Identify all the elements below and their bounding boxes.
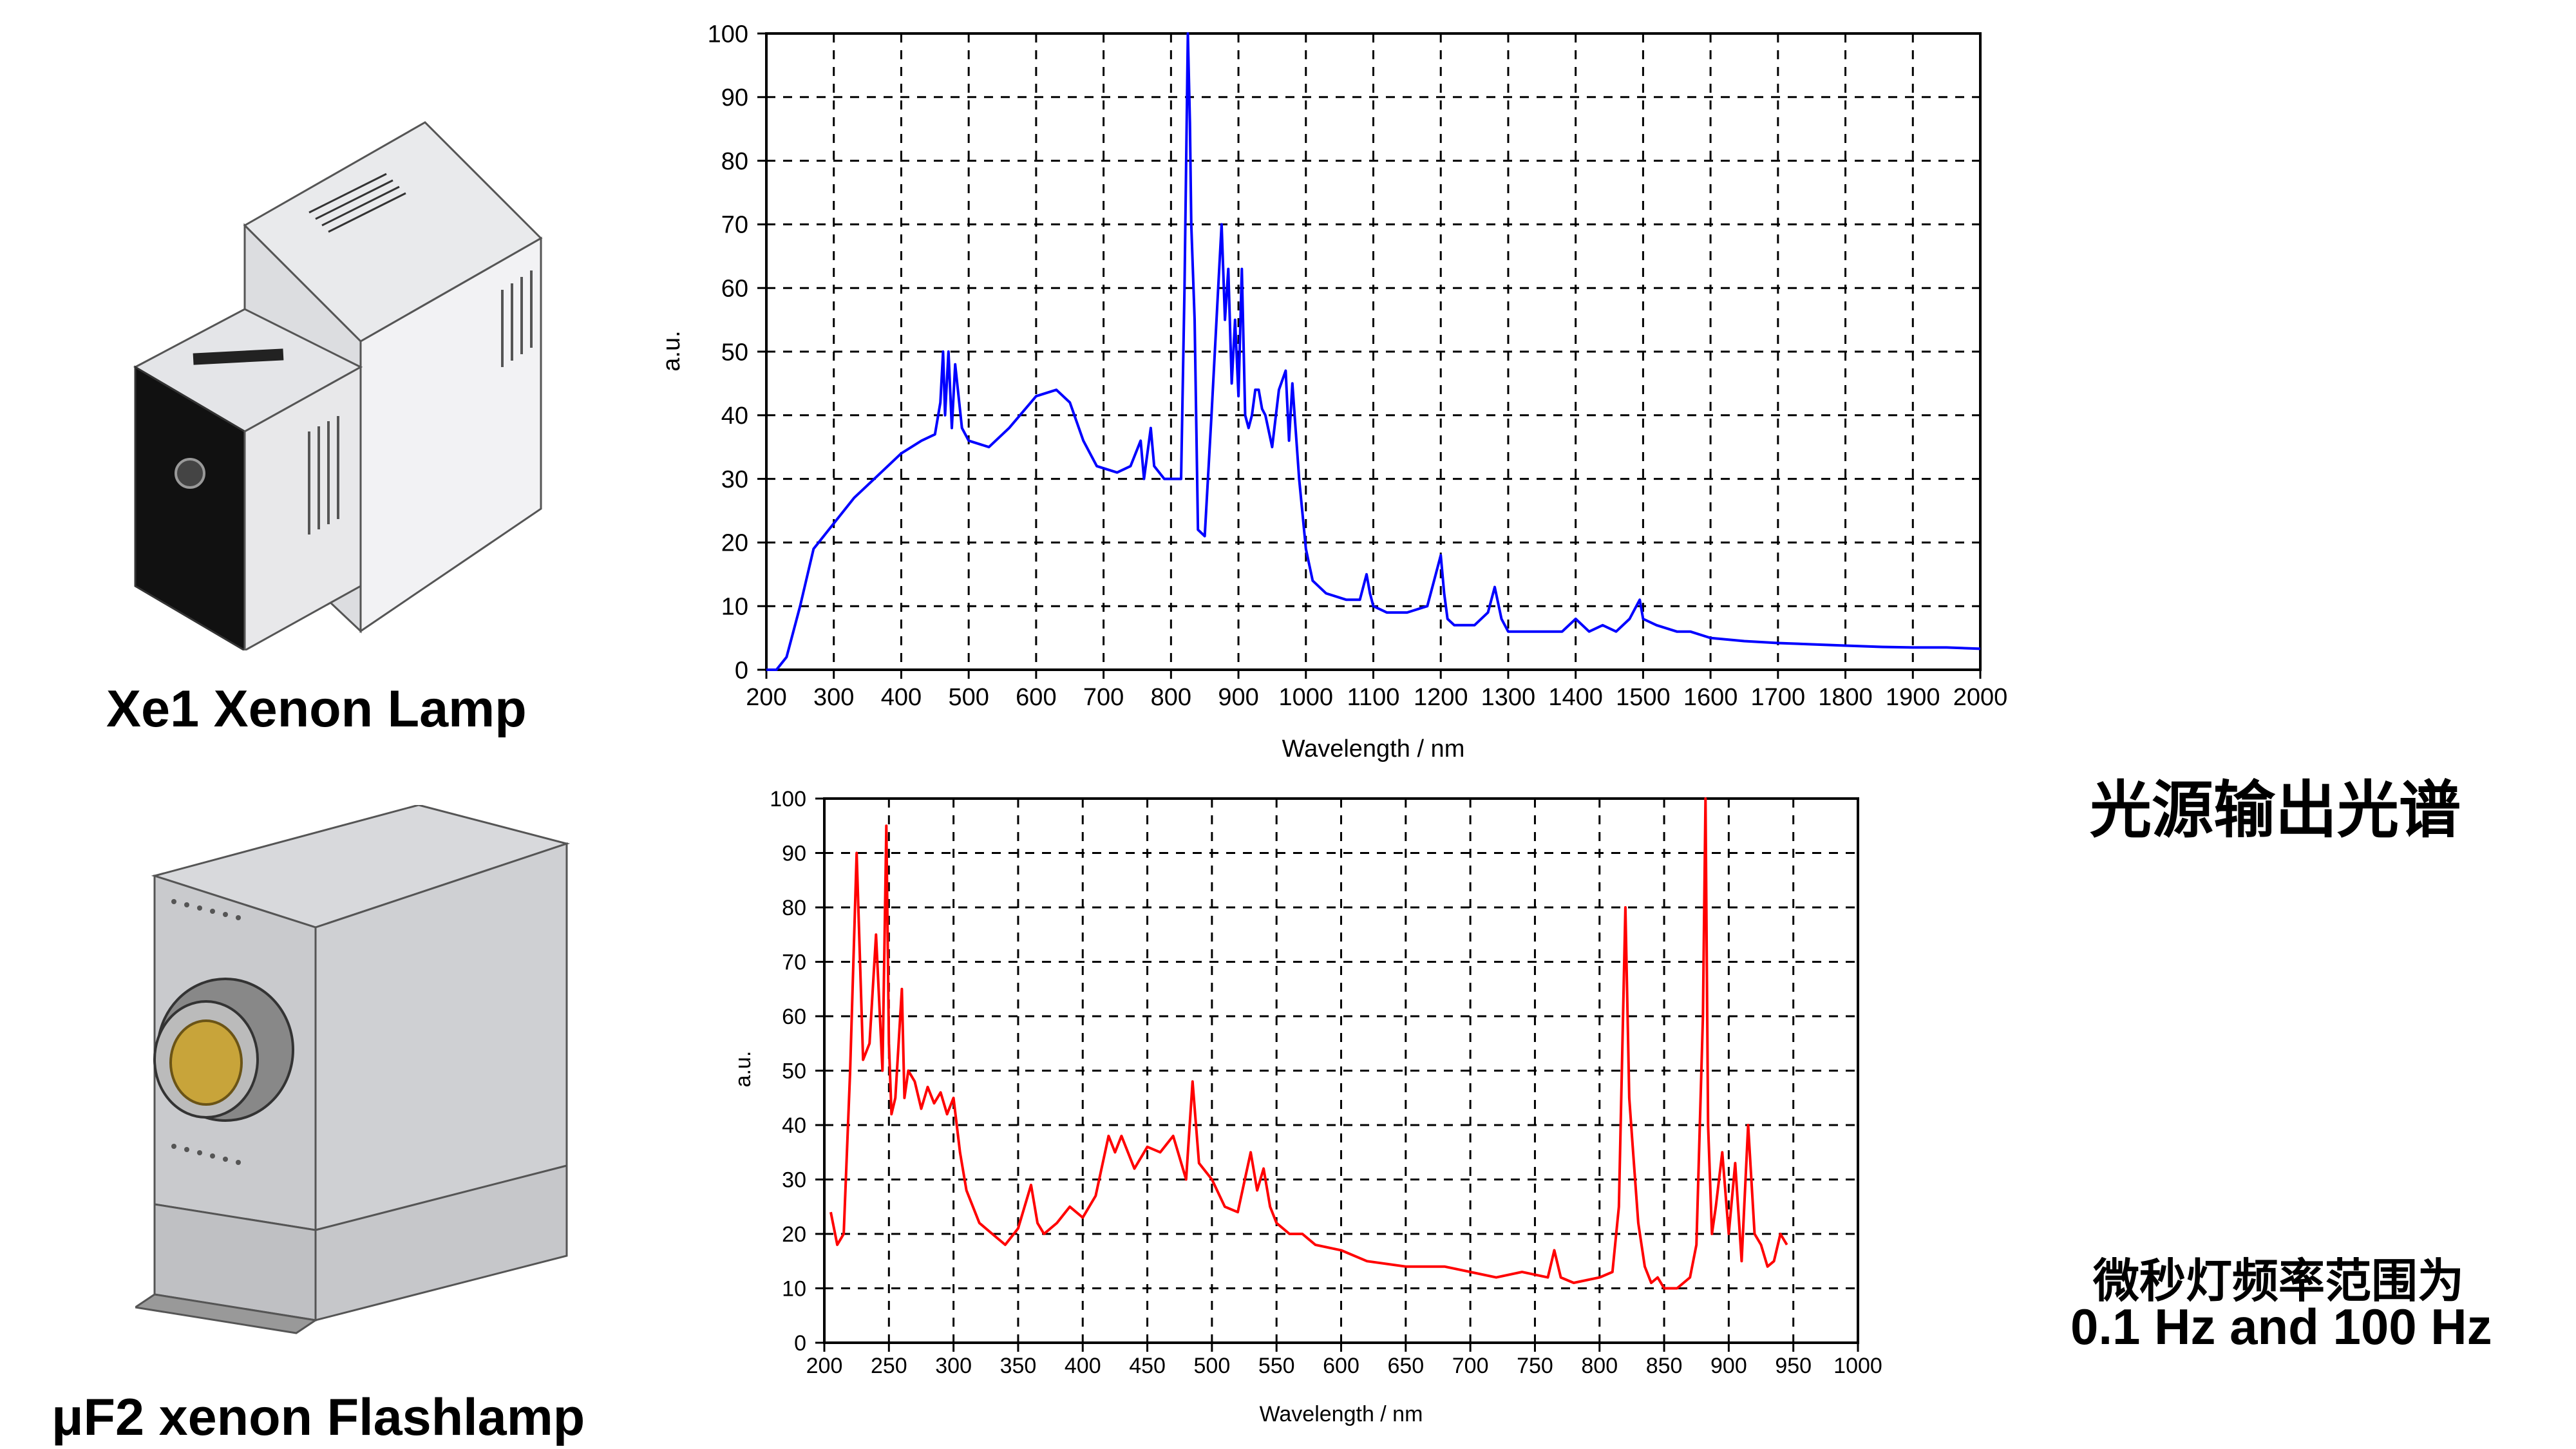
x-tick-label: 1400 bbox=[1548, 684, 1603, 711]
xe1-spectrum-chart: 200 300 400 500 600 700 800 900 1000 1100 1200 1300… bbox=[658, 21, 2008, 762]
x-tick-label: 2000 bbox=[1953, 684, 2008, 711]
y-tick-label: 80 bbox=[721, 148, 748, 175]
xe1-xenon-lamp-image bbox=[133, 121, 543, 650]
x-tick-label: 1000 bbox=[1279, 684, 1334, 711]
x-tick-label: 550 bbox=[1258, 1354, 1295, 1378]
x-tick-label: 1300 bbox=[1481, 684, 1536, 711]
x-tick-label: 1600 bbox=[1683, 684, 1738, 711]
x-tick-label: 300 bbox=[935, 1354, 972, 1378]
x-axis-label: Wavelength / nm bbox=[1260, 1402, 1423, 1426]
y-axis-label: a.u. bbox=[731, 1051, 755, 1088]
y-tick-label: 70 bbox=[782, 950, 806, 974]
x-tick-label: 600 bbox=[1016, 684, 1056, 711]
y-tick-label: 50 bbox=[721, 339, 748, 366]
x-tick-label: 950 bbox=[1775, 1354, 1812, 1378]
y-tick-label: 0 bbox=[794, 1331, 806, 1356]
x-tick-label: 1200 bbox=[1414, 684, 1468, 711]
x-tick-label: 700 bbox=[1083, 684, 1124, 711]
y-tick-label: 70 bbox=[721, 212, 748, 239]
x-tick-label: 350 bbox=[1000, 1354, 1037, 1378]
y-tick-label: 30 bbox=[782, 1168, 806, 1192]
x-tick-label: 400 bbox=[881, 684, 922, 711]
x-tick-label: 1700 bbox=[1751, 684, 1806, 711]
y-tick-label: 60 bbox=[782, 1005, 806, 1029]
y-tick-label: 30 bbox=[721, 466, 748, 493]
x-tick-label: 650 bbox=[1387, 1354, 1424, 1378]
x-tick-label: 1900 bbox=[1886, 684, 1940, 711]
xe1-lamp-caption: Xe1 Xenon Lamp bbox=[106, 680, 527, 738]
x-tick-label: 450 bbox=[1129, 1354, 1166, 1378]
y-tick-label: 0 bbox=[735, 657, 748, 684]
y-tick-label: 100 bbox=[770, 787, 806, 811]
frequency-range-label: 微秒灯频率范围为 bbox=[2093, 1254, 2465, 1308]
grid bbox=[824, 799, 1858, 1343]
y-tick-label: 90 bbox=[782, 841, 806, 866]
frequency-range-value: 0.1 Hz and 100 Hz bbox=[2070, 1298, 2492, 1355]
y-tick-label: 20 bbox=[782, 1222, 806, 1247]
uf2-flashlamp-image bbox=[135, 805, 571, 1334]
grid bbox=[766, 33, 1980, 670]
uf2-spectrum-chart: 200 250 300 350 400 450 500 550 600 650 700 750 800 8… bbox=[731, 787, 1882, 1426]
y-tick-label: 10 bbox=[721, 594, 748, 621]
x-tick-label: 500 bbox=[948, 684, 989, 711]
x-tick-label: 200 bbox=[746, 684, 786, 711]
x-tick-label: 900 bbox=[1218, 684, 1258, 711]
y-tick-label: 20 bbox=[721, 530, 748, 557]
spectrum-title: 光源输出光谱 bbox=[2090, 774, 2461, 846]
spectrum-line bbox=[766, 32, 1981, 671]
y-axis-label: a.u. bbox=[658, 330, 685, 371]
y-tick-label: 60 bbox=[721, 276, 748, 303]
x-tick-label: 800 bbox=[1581, 1354, 1618, 1378]
x-tick-label: 850 bbox=[1646, 1354, 1683, 1378]
x-tick-label: 500 bbox=[1194, 1354, 1231, 1378]
x-tick-label: 1500 bbox=[1616, 684, 1671, 711]
y-tick-label: 90 bbox=[721, 84, 748, 111]
x-tick-label: 800 bbox=[1151, 684, 1191, 711]
spectrum-line bbox=[829, 797, 1788, 1290]
x-tick-label: 400 bbox=[1065, 1354, 1101, 1378]
x-axis-label: Wavelength / nm bbox=[1282, 735, 1465, 762]
y-tick-label: 100 bbox=[708, 21, 748, 48]
x-tick-label: 250 bbox=[871, 1354, 907, 1378]
y-tick-label: 40 bbox=[782, 1113, 806, 1138]
y-tick-label: 10 bbox=[782, 1276, 806, 1301]
x-tick-label: 900 bbox=[1710, 1354, 1747, 1378]
x-tick-label: 1800 bbox=[1818, 684, 1873, 711]
uf2-flashlamp-caption: μF2 xenon Flashlamp bbox=[52, 1388, 585, 1446]
x-tick-label: 700 bbox=[1452, 1354, 1489, 1378]
x-tick-label: 1100 bbox=[1347, 684, 1400, 711]
y-tick-label: 50 bbox=[782, 1059, 806, 1083]
x-tick-label: 600 bbox=[1323, 1354, 1359, 1378]
x-tick-label: 200 bbox=[806, 1354, 843, 1378]
x-tick-label: 1000 bbox=[1833, 1354, 1882, 1378]
y-tick-label: 80 bbox=[782, 896, 806, 920]
y-tick-label: 40 bbox=[721, 402, 748, 430]
x-tick-label: 750 bbox=[1517, 1354, 1553, 1378]
x-tick-label: 300 bbox=[813, 684, 854, 711]
